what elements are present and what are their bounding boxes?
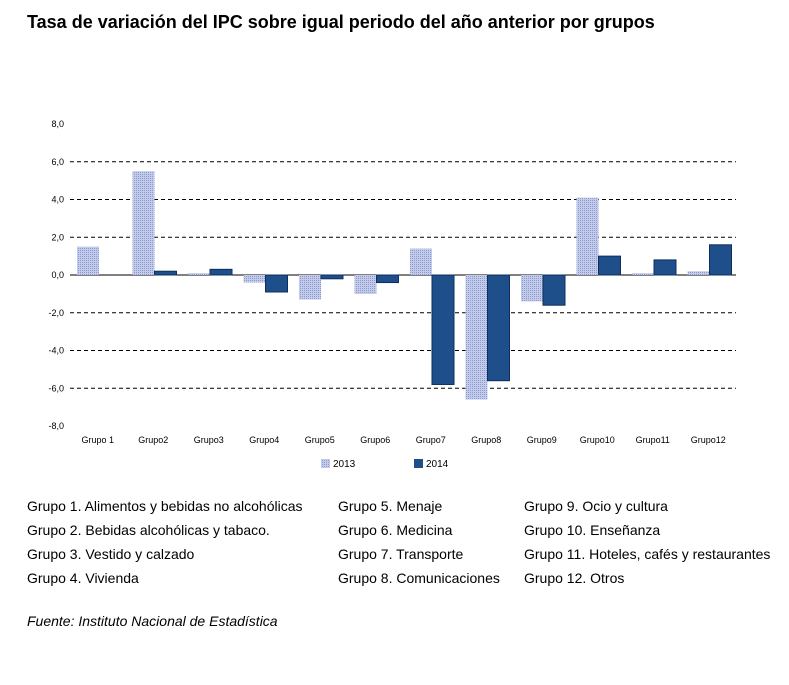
group-note: Grupo 10. Enseñanza — [524, 522, 661, 538]
bar-2013-9 — [521, 275, 543, 302]
legend: 2013 2014 — [321, 459, 449, 470]
x-category-label: Grupo4 — [249, 435, 279, 445]
group-note: Grupo 1. Alimentos y bebidas no alcohóli… — [27, 498, 303, 514]
bar-2013-10 — [576, 197, 599, 275]
bar-2013-7 — [410, 248, 432, 275]
bar-2013-11 — [632, 273, 654, 275]
chart-title: Tasa de variación del IPC sobre igual pe… — [27, 12, 655, 32]
bar-2013-3 — [188, 273, 210, 275]
bar-2013-5 — [299, 275, 321, 300]
x-category-label: Grupo3 — [194, 435, 224, 445]
group-note: Grupo 3. Vestido y calzado — [27, 546, 195, 562]
bar-2014-2 — [154, 270, 177, 276]
x-category-label: Grupo6 — [360, 435, 390, 445]
y-tick-label: 8,0 — [51, 119, 64, 129]
y-tick-label: -6,0 — [48, 383, 64, 393]
y-tick-label: 2,0 — [51, 232, 64, 242]
y-tick-label: 0,0 — [51, 270, 64, 280]
group-list-col-3: Grupo 9. Ocio y cultura Grupo 10. Enseña… — [524, 494, 770, 590]
bar-2014-11 — [653, 259, 677, 276]
group-note: Grupo 5. Menaje — [338, 498, 443, 514]
group-note: Grupo 6. Medicina — [338, 522, 453, 538]
group-note: Grupo 12. Otros — [524, 570, 625, 586]
bar-2014-5 — [320, 274, 344, 280]
bar-2013-12 — [687, 271, 710, 275]
group-note: Grupo 9. Ocio y cultura — [524, 498, 668, 514]
group-note: Grupo 2. Bebidas alcohólicas y tabaco. — [27, 522, 270, 538]
group-note: Grupo 4. Vivienda — [27, 570, 139, 586]
bars — [77, 171, 732, 400]
group-list-col-1: Grupo 1. Alimentos y bebidas no alcohóli… — [27, 494, 303, 590]
source-note: Fuente: Instituto Nacional de Estadístic… — [27, 613, 278, 629]
x-category-label: Grupo 1 — [81, 435, 114, 445]
x-category-label: Grupo5 — [305, 435, 335, 445]
group-note: Grupo 8. Comunicaciones — [338, 570, 500, 586]
bar-2014-4 — [265, 274, 288, 293]
bar-2014-12 — [709, 244, 732, 276]
group-note: Grupo 11. Hoteles, cafés y restaurantes — [524, 546, 771, 562]
bar-2013-4 — [243, 275, 266, 283]
x-axis-labels: Grupo 1 Grupo2 Grupo3 Grupo4 Grupo5 Grupo6 Gru… — [81, 435, 725, 445]
bar-2013-6 — [354, 275, 377, 294]
bar-2013-1 — [77, 246, 99, 275]
y-tick-label: -4,0 — [48, 346, 64, 356]
bar-2014-8 — [487, 274, 510, 382]
legend-label-2014: 2014 — [426, 459, 449, 470]
legend-swatch-2013 — [321, 459, 330, 468]
bar-2014-3 — [209, 268, 233, 276]
legend-label-2013: 2013 — [333, 459, 356, 470]
bar-2014-6 — [376, 274, 399, 284]
x-category-label: Grupo2 — [138, 435, 168, 445]
bar-2014-9 — [542, 274, 566, 306]
y-tick-label: -2,0 — [48, 308, 64, 318]
x-category-label: Grupo11 — [636, 435, 670, 445]
y-tick-label: -8,0 — [48, 421, 64, 431]
group-note: Grupo 7. Transporte — [338, 546, 464, 562]
x-category-label: Grupo7 — [416, 435, 446, 445]
legend-swatch-2014 — [414, 459, 423, 468]
x-category-label: Grupo8 — [471, 435, 501, 445]
bar-2013-8 — [465, 275, 488, 400]
y-tick-label: 4,0 — [51, 195, 64, 205]
bar-2013-2 — [132, 171, 155, 275]
x-category-label: Grupo10 — [580, 435, 615, 445]
x-category-label: Grupo12 — [691, 435, 726, 445]
grid-lines — [70, 161, 736, 389]
bar-2014-10 — [598, 255, 621, 276]
x-category-label: Grupo9 — [527, 435, 557, 445]
group-list-col-2: Grupo 5. Menaje Grupo 6. Medicina Grupo … — [338, 494, 500, 590]
y-tick-label: 6,0 — [51, 157, 64, 167]
bar-2014-7 — [431, 274, 455, 385]
y-axis-ticks: 8,0 6,0 4,0 2,0 0,0 -2,0 -4,0 -6,0 -8,0 — [48, 119, 64, 431]
